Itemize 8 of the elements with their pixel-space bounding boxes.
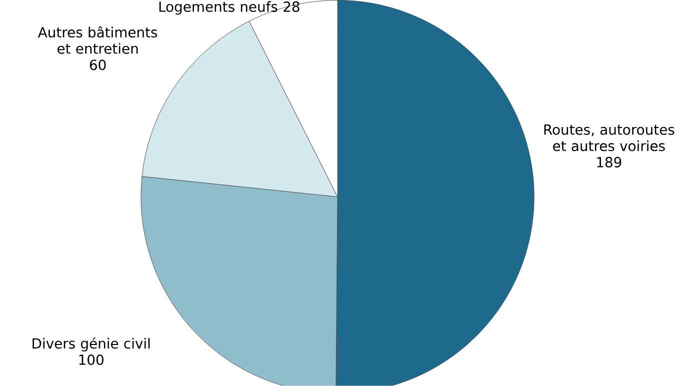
data-label: 100 [79, 354, 104, 366]
data-label: 189 [597, 157, 622, 168]
data-label: 60 [90, 60, 106, 70]
data-label: 28 [284, 2, 300, 12]
slice-label: Routes, autoroutes et autres voiries [544, 124, 674, 152]
slice-label: Autres bâtiments et entretien [38, 26, 158, 54]
slice-label: Logements neufs [159, 1, 278, 15]
slice-label: Divers génie civil [32, 338, 150, 352]
